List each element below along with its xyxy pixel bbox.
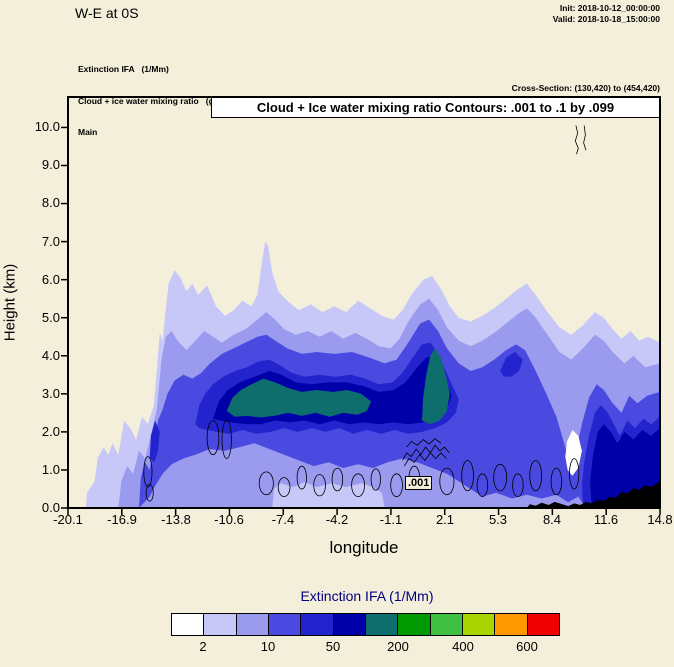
extinction-level-4-small-a — [500, 352, 523, 377]
cloud-contour-loop — [390, 473, 403, 498]
x-tick-label: -16.9 — [107, 512, 137, 527]
plot-header-title: W-E at 0S — [75, 5, 139, 21]
valid-time: Valid: 2018-10-18_15:00:00 — [552, 13, 660, 24]
colorbar-patch — [429, 614, 462, 635]
plot-title: Cloud + Ice water mixing ratio Contours:… — [256, 100, 615, 115]
y-tick-label: 2.0 — [41, 424, 60, 439]
x-tick-label: 8.4 — [542, 512, 562, 527]
colorbar-patch — [526, 614, 559, 635]
cloud-contour-loop — [476, 473, 489, 498]
y-tick-label: 7.0 — [41, 234, 60, 249]
extinction-level-6-teal-column — [422, 348, 450, 425]
y-tick-label: 0.0 — [41, 500, 60, 515]
cloud-contour-loop — [277, 477, 291, 498]
cloud-contour-loop — [221, 420, 232, 459]
colorbar-tick-label: 10 — [260, 639, 276, 654]
extinction-level-4-small-b — [149, 420, 160, 463]
y-tick-label: 5.0 — [41, 310, 60, 325]
extinction-level-6-teal-main — [226, 378, 372, 418]
colorbar-patch — [461, 614, 495, 635]
plot-title-box: Cloud + Ice water mixing ratio Contours:… — [211, 97, 660, 118]
cloud-contour-loop — [258, 471, 274, 496]
cloud-contour-loop — [351, 473, 366, 498]
x-tick-label: -1.1 — [379, 512, 403, 527]
colorbar-patch — [235, 614, 268, 635]
cloud-contour-loop — [296, 465, 307, 490]
colorbar-patch — [172, 614, 204, 635]
model-times: Init: 2018-10-12_00:00:00 Valid: 2018-10… — [553, 3, 660, 24]
y-tick-label: 4.0 — [41, 348, 60, 363]
colorbar-patch — [267, 614, 301, 635]
cloud-contour-line — [403, 452, 447, 467]
y-tick-label: 9.0 — [41, 157, 60, 172]
colorbar-patch — [494, 614, 527, 635]
x-axis-title: longitude — [329, 538, 399, 557]
colorbar-patch — [332, 614, 365, 635]
y-axis-title: Height (km) — [1, 263, 19, 342]
cloud-contour-loop — [461, 460, 474, 492]
y-tick-label: 10.0 — [34, 119, 60, 134]
colorbar-title: Extinction IFA (1/Mm) — [300, 588, 434, 604]
colorbar-patch — [300, 614, 333, 635]
x-tick-label: -20.1 — [53, 512, 83, 527]
field-line-extinction: Extinction IFA (1/Mm) — [78, 64, 169, 74]
cloud-contour-loop — [493, 463, 508, 492]
cloud-contour-loop — [145, 483, 154, 502]
cloud-contour-loop — [550, 467, 563, 496]
cloud-contour-loop — [569, 458, 580, 490]
x-tick-label: -13.8 — [161, 512, 191, 527]
cloud-contour-loop — [143, 456, 153, 488]
x-tick-label: 14.8 — [647, 512, 673, 527]
colorbar-tick-label: 200 — [387, 639, 409, 654]
cloud-contour-loop — [331, 467, 344, 492]
x-tick-label: 2.1 — [435, 512, 455, 527]
colorbar-tick-label: 600 — [516, 639, 538, 654]
x-tick-label: 5.3 — [488, 512, 508, 527]
y-tick-label: 1.0 — [41, 462, 60, 477]
cross-section-info: Cross-Section: (130,420) to (454,420) — [511, 83, 660, 93]
colorbar-patch — [364, 614, 398, 635]
contour-value-label: .001 — [405, 476, 433, 490]
low-level-pale-strip — [272, 482, 385, 508]
cloud-contour-line — [583, 125, 587, 151]
colorbar-tick-label: 400 — [452, 639, 474, 654]
cloud-contour-loop — [313, 474, 326, 497]
terrain-profile — [526, 481, 660, 508]
y-tick-label: 8.0 — [41, 195, 60, 210]
extinction-level-5-right — [590, 424, 660, 508]
cloud-contour-loop — [512, 473, 524, 498]
cloud-contour-loop — [206, 420, 220, 456]
colorbar — [171, 613, 560, 636]
x-tick-label: 11.6 — [593, 512, 619, 527]
cloud-contour-line — [402, 444, 450, 461]
cloud-contour-line — [574, 125, 579, 155]
colorbar-tick-label: 50 — [325, 639, 341, 654]
colorbar-patch — [397, 614, 430, 635]
colorbar-patch — [203, 614, 236, 635]
x-tick-label: -4.2 — [325, 512, 349, 527]
field-line-domain: Main — [78, 127, 98, 137]
cloud-contour-line — [406, 438, 442, 448]
y-tick-label: 6.0 — [41, 272, 60, 287]
cloud-contour-loop — [439, 467, 455, 496]
y-tick-label: 3.0 — [41, 386, 60, 401]
x-tick-label: -10.6 — [214, 512, 244, 527]
x-tick-label: -7.4 — [271, 512, 295, 527]
colorbar-tick-label: 2 — [199, 639, 207, 654]
contour-plot — [61, 96, 661, 515]
init-time: Init: 2018-10-12_00:00:00 — [559, 3, 660, 13]
cloud-contour-loop — [529, 460, 543, 492]
cloud-contour-loop — [370, 468, 381, 491]
